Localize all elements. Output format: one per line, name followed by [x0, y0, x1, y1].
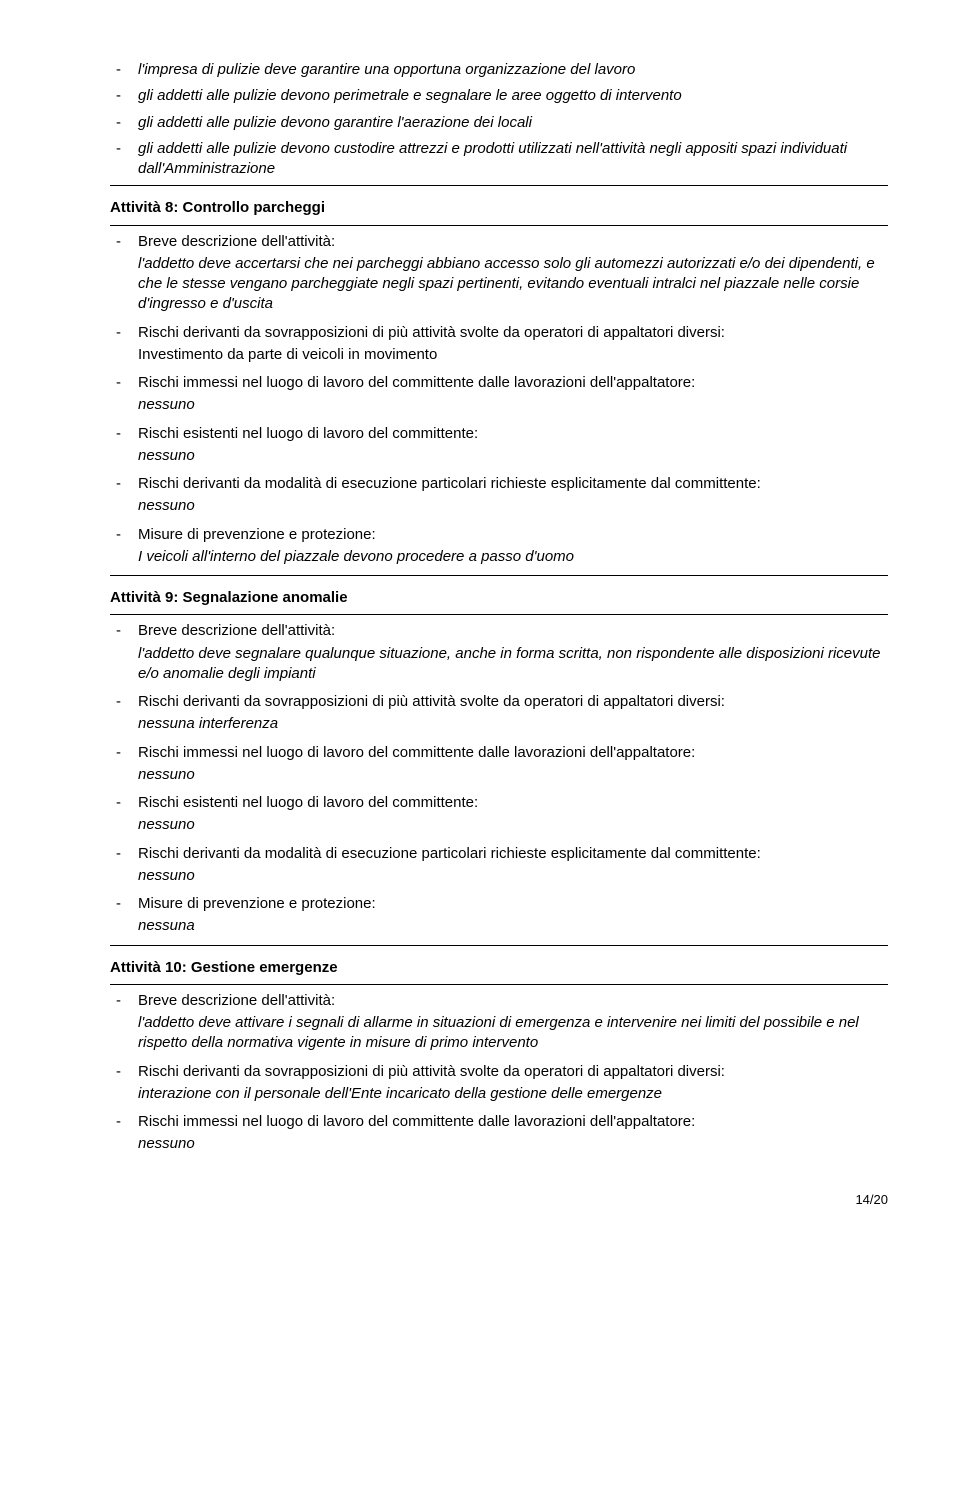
list-body: nessuno — [138, 496, 888, 516]
list-body: nessuno — [138, 765, 888, 785]
divider — [110, 185, 888, 186]
list-item: gli addetti alle pulizie devono custodir… — [110, 139, 888, 180]
list-text: l'impresa di pulizie deve garantire una … — [138, 61, 635, 78]
list-label: Misure di prevenzione e protezione: — [138, 526, 376, 543]
list-label: Breve descrizione dell'attività: — [138, 992, 335, 1009]
list-item: Rischi esistenti nel luogo di lavoro del… — [110, 793, 888, 836]
list-label: Breve descrizione dell'attività: — [138, 233, 335, 250]
list-item: l'impresa di pulizie deve garantire una … — [110, 60, 888, 80]
list-body: I veicoli all'interno del piazzale devon… — [138, 547, 888, 567]
divider — [110, 575, 888, 576]
list-item: Rischi immessi nel luogo di lavoro del c… — [110, 1112, 888, 1155]
list-item: Rischi immessi nel luogo di lavoro del c… — [110, 743, 888, 786]
list-label: Rischi derivanti da sovrapposizioni di p… — [138, 1063, 725, 1080]
list-item: Rischi derivanti da modalità di esecuzio… — [110, 844, 888, 887]
list-label: Rischi immessi nel luogo di lavoro del c… — [138, 744, 695, 761]
list-label: Rischi esistenti nel luogo di lavoro del… — [138, 794, 478, 811]
list-label: Rischi derivanti da sovrapposizioni di p… — [138, 324, 725, 341]
list-item: Breve descrizione dell'attività: l'addet… — [110, 232, 888, 315]
list-item: gli addetti alle pulizie devono garantir… — [110, 113, 888, 133]
list-label: Rischi immessi nel luogo di lavoro del c… — [138, 1113, 695, 1130]
list-label: Rischi derivanti da modalità di esecuzio… — [138, 475, 761, 492]
divider — [110, 984, 888, 985]
list-body: l'addetto deve attivare i segnali di all… — [138, 1013, 888, 1054]
list-item: Rischi derivanti da sovrapposizioni di p… — [110, 323, 888, 366]
list-text: gli addetti alle pulizie devono garantir… — [138, 114, 532, 131]
act10-list: Breve descrizione dell'attività: l'addet… — [110, 991, 888, 1155]
list-body: nessuna interferenza — [138, 714, 888, 734]
divider — [110, 614, 888, 615]
divider — [110, 225, 888, 226]
list-text: gli addetti alle pulizie devono perimetr… — [138, 87, 682, 104]
list-body: nessuna — [138, 916, 888, 936]
list-label: Rischi esistenti nel luogo di lavoro del… — [138, 425, 478, 442]
top-list: l'impresa di pulizie deve garantire una … — [110, 60, 888, 179]
list-body: l'addetto deve accertarsi che nei parche… — [138, 254, 888, 315]
act8-list: Breve descrizione dell'attività: l'addet… — [110, 232, 888, 568]
list-item: Rischi derivanti da modalità di esecuzio… — [110, 474, 888, 517]
list-body: nessuno — [138, 395, 888, 415]
list-item: Misure di prevenzione e protezione: ness… — [110, 894, 888, 937]
list-label: Breve descrizione dell'attività: — [138, 622, 335, 639]
list-item: Breve descrizione dell'attività: l'addet… — [110, 621, 888, 684]
page-number: 14/20 — [110, 1191, 888, 1209]
list-label: Rischi derivanti da modalità di esecuzio… — [138, 845, 761, 862]
list-item: Misure di prevenzione e protezione: I ve… — [110, 525, 888, 568]
list-item: Rischi derivanti da sovrapposizioni di p… — [110, 692, 888, 735]
list-body: l'addetto deve segnalare qualunque situa… — [138, 644, 888, 685]
list-item: Rischi immessi nel luogo di lavoro del c… — [110, 373, 888, 416]
section-title-8: Attività 8: Controllo parcheggi — [110, 192, 888, 218]
list-item: Rischi derivanti da sovrapposizioni di p… — [110, 1062, 888, 1105]
list-label: Rischi derivanti da sovrapposizioni di p… — [138, 693, 725, 710]
list-item: Breve descrizione dell'attività: l'addet… — [110, 991, 888, 1054]
act9-list: Breve descrizione dell'attività: l'addet… — [110, 621, 888, 936]
list-body: nessuno — [138, 446, 888, 466]
section-title-10: Attività 10: Gestione emergenze — [110, 952, 888, 978]
list-body: nessuno — [138, 815, 888, 835]
list-item: Rischi esistenti nel luogo di lavoro del… — [110, 424, 888, 467]
list-body: nessuno — [138, 1134, 888, 1154]
list-label: Rischi immessi nel luogo di lavoro del c… — [138, 374, 695, 391]
list-body: Investimento da parte di veicoli in movi… — [138, 345, 888, 365]
list-body: interazione con il personale dell'Ente i… — [138, 1084, 888, 1104]
list-text: gli addetti alle pulizie devono custodir… — [138, 140, 847, 177]
divider — [110, 945, 888, 946]
list-label: Misure di prevenzione e protezione: — [138, 895, 376, 912]
section-title-9: Attività 9: Segnalazione anomalie — [110, 582, 888, 608]
list-item: gli addetti alle pulizie devono perimetr… — [110, 86, 888, 106]
list-body: nessuno — [138, 866, 888, 886]
